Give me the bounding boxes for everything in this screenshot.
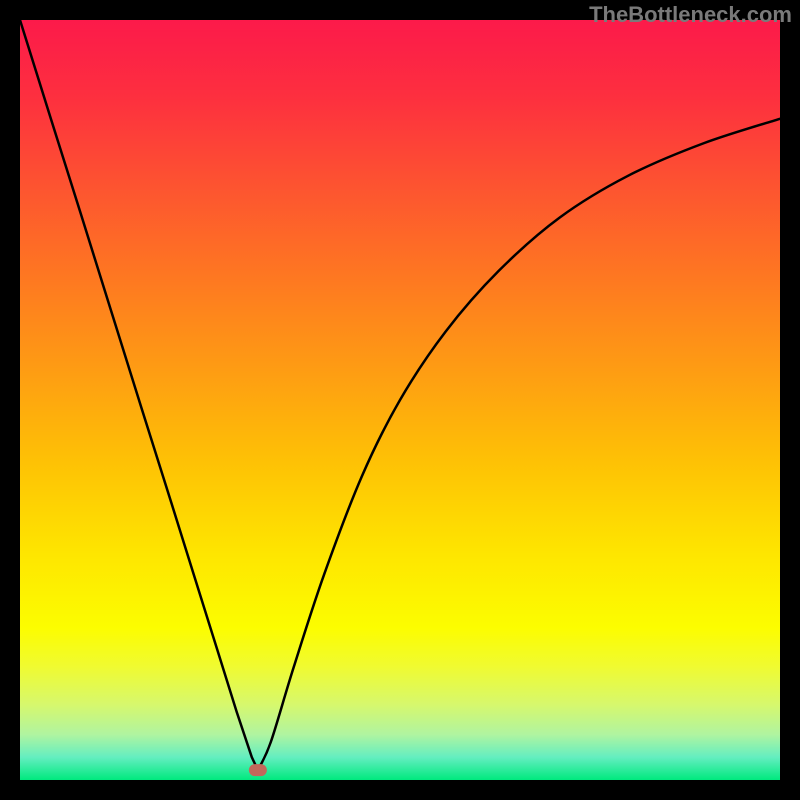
watermark-text: TheBottleneck.com (589, 2, 792, 28)
bottleneck-chart (0, 0, 800, 800)
minimum-marker (249, 764, 267, 776)
chart-container: TheBottleneck.com (0, 0, 800, 800)
